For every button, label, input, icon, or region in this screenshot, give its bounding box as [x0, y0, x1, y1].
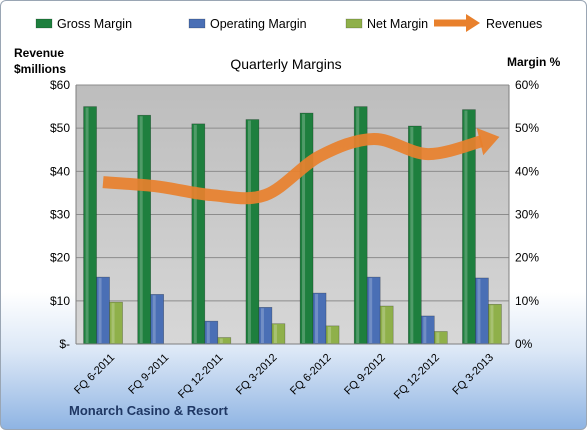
net-margin-bar	[109, 301, 123, 345]
revenue-line	[102, 127, 500, 205]
bar-highlight	[423, 316, 427, 343]
bar-highlight	[193, 124, 197, 343]
net-margin-bar	[217, 337, 232, 345]
revenue-line-path	[102, 132, 484, 205]
bar-highlight	[477, 278, 481, 343]
left-tick-label: $50	[50, 121, 70, 135]
left-axis-title-line1: Revenue	[14, 46, 64, 60]
bar-highlight	[382, 307, 386, 343]
operating-margin-bar	[258, 307, 273, 345]
bar-highlight	[436, 332, 440, 343]
bar-highlight	[369, 278, 373, 343]
revenue-arrowhead	[476, 127, 500, 156]
left-tick-label: $30	[50, 208, 70, 222]
x-tick-label: FQ 3-2012	[234, 352, 280, 398]
bar-highlight	[206, 322, 210, 343]
bar-highlight	[302, 114, 306, 343]
x-tick-label: FQ 12-2012	[392, 352, 442, 402]
operating-margin-bar	[421, 315, 435, 345]
left-tick-label: $20	[50, 251, 70, 265]
gross-margin-bar	[245, 119, 260, 345]
bar-highlight	[410, 127, 414, 343]
bar-highlight	[85, 107, 89, 343]
bar-highlight	[356, 107, 360, 343]
legend-label: Revenues	[486, 17, 542, 31]
operating-margin-bar	[96, 276, 110, 345]
gross-margin-bar	[137, 114, 151, 345]
right-tick-label: 60%	[515, 78, 539, 92]
operating-margin-bar	[475, 277, 489, 345]
bar-highlight	[490, 305, 494, 343]
net-margin-bar	[488, 303, 502, 345]
legend-arrowhead	[466, 14, 480, 32]
chart-title: Quarterly Margins	[230, 56, 341, 72]
left-tick-label: $10	[50, 294, 70, 308]
bar-highlight	[98, 278, 102, 343]
net-margin-bar	[271, 323, 286, 345]
right-tick-label: 0%	[515, 337, 533, 351]
company-name: Monarch Casino & Resort	[69, 403, 229, 418]
bars	[83, 106, 502, 345]
left-axis-title-line2: $millions	[14, 62, 66, 76]
x-tick-label: FQ 12-2011	[176, 352, 225, 401]
gross-margin-bar	[191, 123, 206, 345]
legend-swatch	[35, 18, 53, 29]
right-axis-title: Margin %	[507, 55, 561, 69]
x-tick-label: FQ 3-2013	[450, 352, 496, 398]
operating-margin-bar	[312, 292, 327, 345]
net-margin-bar	[379, 305, 394, 345]
bar-highlight	[139, 116, 143, 343]
left-tick-label: $60	[50, 78, 70, 92]
left-tick-label: $40	[50, 164, 70, 178]
right-tick-label: 20%	[515, 251, 539, 265]
legend-label: Net Margin	[367, 17, 428, 31]
legend-label: Gross Margin	[57, 17, 132, 31]
left-tick-label: $-	[59, 337, 70, 351]
net-margin-bar	[325, 325, 340, 345]
right-tick-label: 40%	[515, 164, 539, 178]
right-tick-label: 50%	[515, 121, 539, 135]
gross-margin-bar	[299, 112, 314, 345]
legend-swatch	[188, 18, 206, 29]
legend-label: Operating Margin	[210, 17, 307, 31]
bar-highlight	[464, 110, 468, 343]
bar-highlight	[315, 294, 319, 343]
bar-highlight	[247, 120, 251, 344]
x-tick-label: FQ 6-2011	[72, 352, 117, 397]
right-tick-label: 30%	[515, 208, 539, 222]
x-tick-label: FQ 9-2011	[126, 352, 171, 397]
operating-margin-bar	[150, 294, 164, 345]
x-tick-label: FQ 6-2012	[288, 352, 334, 398]
legend: Gross Margin Operating Margin Net Margin Re…	[35, 14, 542, 32]
bar-highlight	[219, 338, 223, 343]
x-tick-label: FQ 9-2012	[342, 352, 388, 398]
right-tick-label: 10%	[515, 294, 539, 308]
bar-highlight	[273, 324, 277, 343]
bar-highlight	[328, 326, 332, 343]
bar-highlight	[111, 303, 115, 343]
legend-swatch	[345, 18, 363, 29]
bar-highlight	[152, 295, 156, 343]
net-margin-bar	[434, 331, 448, 345]
chart-titles: Revenue $millions Quarterly Margins Marg…	[14, 46, 561, 418]
operating-margin-bar	[204, 320, 219, 345]
gross-margin-bar	[83, 106, 97, 345]
bar-highlight	[260, 308, 264, 343]
operating-margin-bar	[366, 276, 381, 345]
